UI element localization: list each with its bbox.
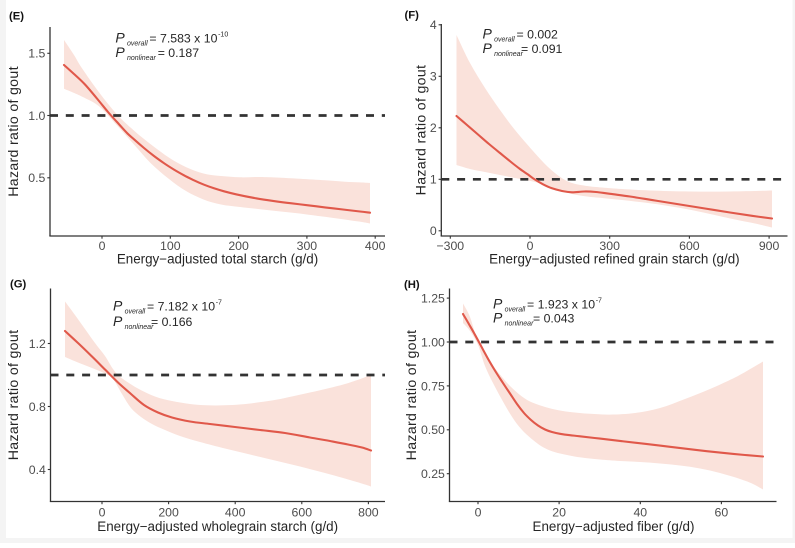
svg-text:1.2: 1.2 (29, 337, 46, 351)
svg-text:-7: -7 (596, 298, 602, 305)
svg-text:0.5: 0.5 (28, 171, 45, 185)
svg-text:= 7.182 x 10: = 7.182 x 10 (147, 300, 215, 314)
svg-text:nonlinear: nonlinear (127, 55, 156, 62)
svg-text:3: 3 (430, 70, 437, 84)
svg-text:200: 200 (158, 506, 179, 520)
svg-text:nonlinear: nonlinear (125, 324, 154, 331)
svg-text:P: P (113, 313, 123, 329)
svg-text:200: 200 (228, 239, 249, 253)
svg-text:-7: -7 (216, 300, 222, 307)
svg-text:0.4: 0.4 (29, 463, 46, 477)
svg-text:1.0: 1.0 (28, 109, 45, 123)
svg-text:P: P (113, 298, 123, 314)
svg-text:(G): (G) (10, 279, 27, 291)
svg-text:= 0.002: = 0.002 (517, 28, 559, 42)
svg-text:Hazard ratio of gout: Hazard ratio of gout (404, 330, 420, 461)
svg-text:4: 4 (430, 18, 437, 32)
svg-text:800: 800 (358, 506, 379, 520)
svg-text:Energy−adjusted total starch (: Energy−adjusted total starch (g/d) (117, 252, 318, 267)
svg-text:60: 60 (715, 506, 729, 520)
svg-text:= 0.187: = 0.187 (158, 46, 200, 60)
svg-text:= 0.166: = 0.166 (151, 315, 193, 329)
svg-text:600: 600 (679, 239, 700, 253)
svg-text:1.25: 1.25 (421, 292, 445, 306)
svg-text:2: 2 (430, 121, 437, 135)
svg-text:0.75: 0.75 (421, 379, 445, 393)
svg-text:300: 300 (599, 239, 620, 253)
svg-text:−300: −300 (436, 239, 464, 253)
svg-text:P: P (493, 310, 503, 326)
svg-text:= 7.583 x 10: = 7.583 x 10 (149, 32, 217, 46)
svg-text:overall: overall (494, 37, 515, 44)
svg-text:0: 0 (527, 239, 534, 253)
svg-text:900: 900 (759, 239, 780, 253)
svg-text:P: P (483, 26, 493, 42)
svg-text:0.8: 0.8 (29, 400, 46, 414)
svg-text:1: 1 (430, 173, 437, 187)
svg-text:overall: overall (125, 309, 146, 316)
svg-text:Hazard ratio of gout: Hazard ratio of gout (6, 330, 22, 461)
svg-text:nonlinear: nonlinear (494, 51, 523, 58)
svg-text:P: P (115, 30, 125, 46)
svg-text:P: P (115, 44, 125, 60)
svg-text:= 1.923 x 10: = 1.923 x 10 (527, 298, 595, 312)
svg-text:(F): (F) (405, 10, 420, 22)
svg-text:= 0.043: = 0.043 (533, 312, 575, 326)
svg-text:P: P (493, 296, 503, 312)
svg-text:(H): (H) (404, 279, 420, 291)
svg-text:100: 100 (160, 239, 181, 253)
svg-text:0: 0 (99, 506, 106, 520)
svg-text:(E): (E) (9, 11, 24, 23)
svg-text:40: 40 (633, 506, 647, 520)
svg-text:Hazard ratio of gout: Hazard ratio of gout (414, 65, 430, 196)
svg-text:Energy−adjusted fiber (g/d): Energy−adjusted fiber (g/d) (533, 519, 695, 534)
svg-text:1.00: 1.00 (421, 335, 445, 349)
svg-text:Energy−adjusted refined grain: Energy−adjusted refined grain starch (g/… (489, 252, 739, 267)
svg-text:Hazard ratio of gout: Hazard ratio of gout (6, 66, 22, 197)
svg-text:1.5: 1.5 (28, 47, 45, 61)
svg-text:0: 0 (475, 506, 482, 520)
svg-text:300: 300 (297, 239, 318, 253)
svg-text:nonlinear: nonlinear (505, 321, 534, 328)
svg-text:Energy−adjusted wholegrain sta: Energy−adjusted wholegrain starch (g/d) (97, 519, 338, 534)
svg-text:= 0.091: = 0.091 (521, 42, 563, 56)
svg-text:-10: -10 (218, 32, 228, 39)
svg-text:400: 400 (365, 239, 386, 253)
svg-text:600: 600 (292, 506, 313, 520)
svg-text:0: 0 (99, 239, 106, 253)
svg-text:overall: overall (505, 307, 526, 314)
svg-text:P: P (483, 40, 493, 56)
svg-text:overall: overall (127, 41, 148, 48)
svg-text:400: 400 (225, 506, 246, 520)
svg-text:0.50: 0.50 (421, 423, 445, 437)
svg-text:0.25: 0.25 (421, 467, 445, 481)
svg-text:0: 0 (430, 224, 437, 238)
svg-text:20: 20 (552, 506, 566, 520)
